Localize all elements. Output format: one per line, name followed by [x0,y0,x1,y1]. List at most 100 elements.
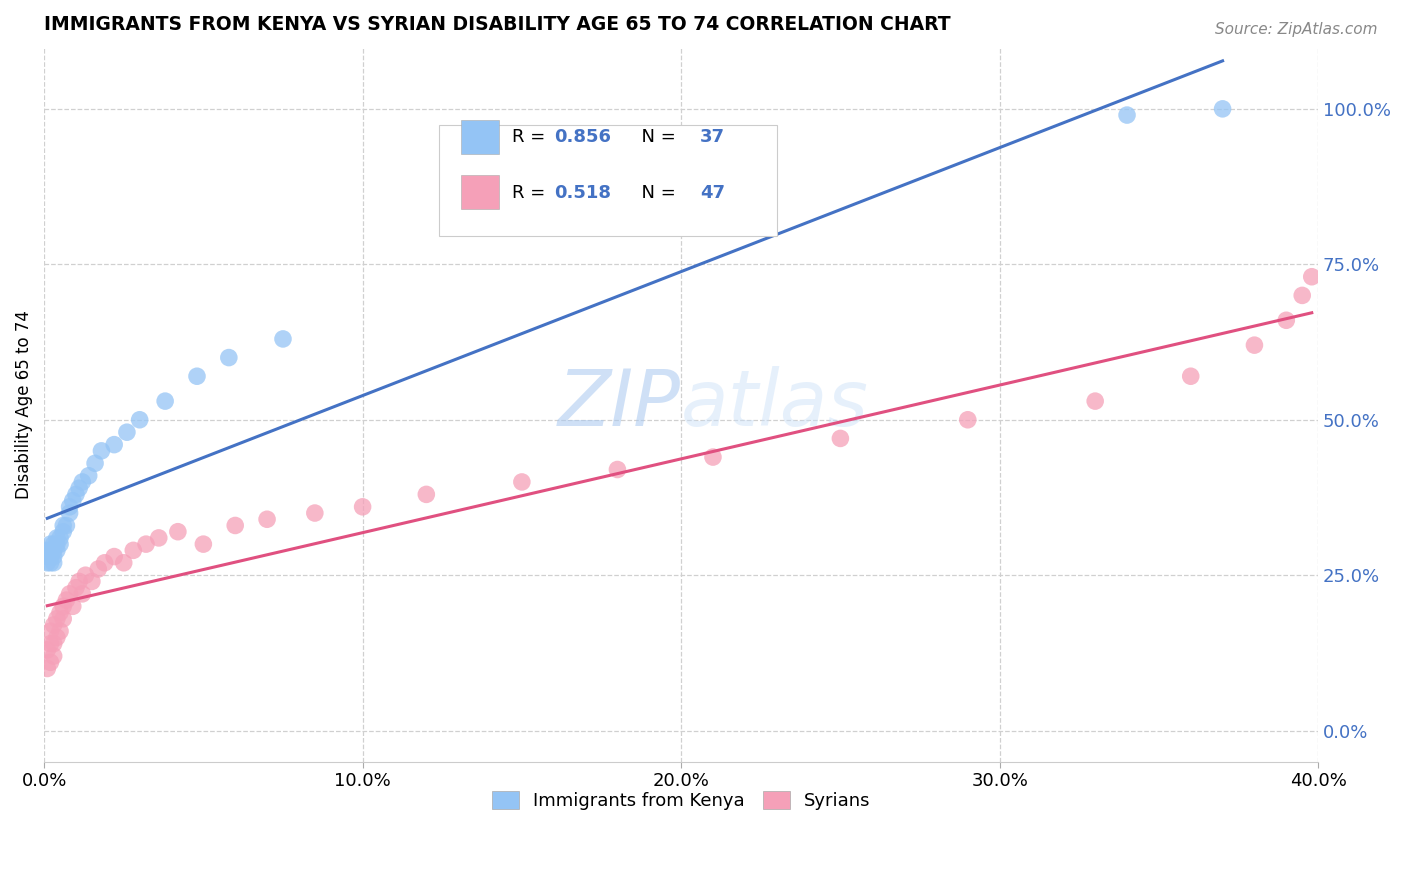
Point [830,432,852,446]
Point [37,543,59,558]
Point [103,437,125,451]
Text: ZIP: ZIP [558,367,681,442]
Point [39,655,62,669]
Point [42,637,65,651]
Point [1301,269,1323,284]
Point [45,631,67,645]
FancyBboxPatch shape [439,126,776,236]
Text: Source: ZipAtlas.com: Source: ZipAtlas.com [1215,22,1378,37]
Point [37,556,59,570]
Point [42,543,65,558]
Point [62,493,84,508]
Point [49,531,72,545]
Point [45,543,67,558]
Point [112,556,135,570]
Point [45,537,67,551]
Point [52,524,75,539]
Point [1275,313,1298,327]
Point [72,475,94,489]
Text: atlas: atlas [681,367,869,442]
Point [37,643,59,657]
Point [218,351,240,365]
Point [37,549,59,564]
Point [39,543,62,558]
Text: 0.518: 0.518 [554,185,610,202]
Point [55,593,77,607]
Point [122,543,145,558]
Text: N =: N = [630,128,682,146]
Point [1243,338,1265,352]
Point [42,618,65,632]
Point [62,599,84,614]
Point [186,369,208,384]
Point [39,556,62,570]
Text: 37: 37 [700,128,725,146]
Point [256,512,278,526]
Legend: Immigrants from Kenya, Syrians: Immigrants from Kenya, Syrians [484,783,877,817]
Point [55,518,77,533]
Text: N =: N = [630,185,682,202]
Point [45,531,67,545]
Point [93,556,115,570]
Point [39,537,62,551]
Point [135,537,157,551]
Point [58,506,80,520]
Point [224,518,246,533]
Point [52,518,75,533]
Point [58,587,80,601]
Point [167,524,190,539]
FancyBboxPatch shape [461,175,499,209]
Point [49,624,72,639]
Text: R =: R = [512,185,551,202]
Point [58,500,80,514]
Point [115,425,138,440]
Point [271,332,294,346]
Point [42,648,65,663]
Point [39,549,62,564]
Point [67,481,90,495]
Point [510,475,533,489]
Point [45,612,67,626]
Point [49,606,72,620]
Point [77,468,100,483]
Point [1116,108,1139,122]
Point [49,537,72,551]
Point [84,456,107,470]
Point [1291,288,1313,302]
Point [65,487,87,501]
Text: 0.856: 0.856 [554,128,610,146]
Point [128,413,150,427]
Point [153,394,176,409]
Point [75,568,97,582]
Point [65,581,87,595]
Point [39,637,62,651]
Point [415,487,437,501]
Text: 47: 47 [700,185,725,202]
FancyBboxPatch shape [461,120,499,154]
Text: R =: R = [512,128,551,146]
Point [87,562,110,576]
Point [90,443,112,458]
Point [39,624,62,639]
Point [103,549,125,564]
Point [42,549,65,564]
Point [37,661,59,675]
Point [193,537,215,551]
Point [148,531,170,545]
Y-axis label: Disability Age 65 to 74: Disability Age 65 to 74 [15,310,32,499]
Point [606,462,628,476]
Point [702,450,724,464]
Point [1084,394,1107,409]
Point [304,506,326,520]
Point [42,537,65,551]
Point [52,599,75,614]
Point [1180,369,1202,384]
Point [80,574,103,589]
Point [72,587,94,601]
Point [352,500,374,514]
Text: IMMIGRANTS FROM KENYA VS SYRIAN DISABILITY AGE 65 TO 74 CORRELATION CHART: IMMIGRANTS FROM KENYA VS SYRIAN DISABILI… [44,15,950,34]
Point [67,574,90,589]
Point [42,556,65,570]
Point [1212,102,1234,116]
Point [52,612,75,626]
